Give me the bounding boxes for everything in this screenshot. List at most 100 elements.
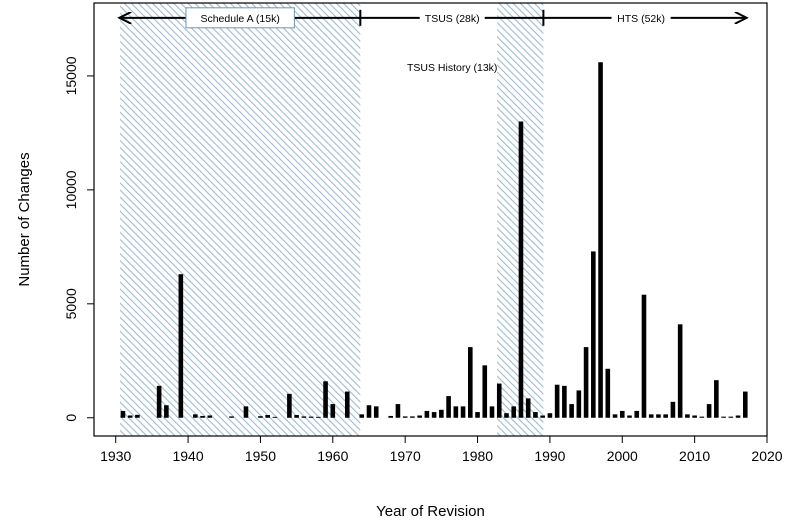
bar-2006 xyxy=(663,414,668,418)
bar-2011 xyxy=(699,416,705,418)
bar-1985 xyxy=(511,406,517,418)
bar-2005 xyxy=(656,414,661,418)
bar-1939 xyxy=(178,274,184,418)
bar-1983 xyxy=(496,383,502,418)
bar-1982 xyxy=(489,406,495,418)
x-tick-label-1990: 1990 xyxy=(534,448,565,464)
bar-2017 xyxy=(742,391,748,418)
x-tick-label-1970: 1970 xyxy=(390,448,421,464)
bar-1995 xyxy=(583,347,589,418)
bar-1936 xyxy=(156,385,162,418)
bar-2016 xyxy=(735,415,741,418)
bar-1987 xyxy=(525,398,531,418)
bar-1943 xyxy=(207,415,213,418)
x-tick-label-1930: 1930 xyxy=(100,448,131,464)
bar-1956 xyxy=(301,416,307,418)
bar-1997 xyxy=(598,62,603,418)
period-label-3: TSUS History (13k) xyxy=(407,62,497,74)
bar-2014 xyxy=(721,416,726,418)
bar-1958 xyxy=(316,416,321,418)
bar-1962 xyxy=(344,391,350,418)
bar-2012 xyxy=(706,404,712,418)
bar-1952 xyxy=(272,416,278,418)
bar-1965 xyxy=(366,405,372,418)
bar-1996 xyxy=(591,251,596,418)
x-axis-title: Year of Revision xyxy=(376,503,485,520)
shaded-region-1 xyxy=(120,3,361,436)
y-tick-label-5000: 5000 xyxy=(63,288,79,319)
x-tick-label-2020: 2020 xyxy=(751,448,782,464)
bar-1988 xyxy=(533,412,538,418)
bar-1975 xyxy=(439,409,444,418)
bar-1942 xyxy=(200,415,205,418)
period-label-2: TSUS (28k) xyxy=(425,13,480,25)
bar-1931 xyxy=(120,410,126,418)
period-label-4: HTS (52k) xyxy=(617,13,665,25)
bar-2009 xyxy=(685,414,690,418)
x-tick-label-2000: 2000 xyxy=(607,448,638,464)
bar-2001 xyxy=(627,415,632,418)
bar-1951 xyxy=(265,415,270,418)
bar-1989 xyxy=(540,415,545,418)
period-label-bg-2 xyxy=(419,9,485,26)
x-tick-label-2010: 2010 xyxy=(679,448,710,464)
bar-2003 xyxy=(641,294,647,418)
x-tick-label-1960: 1960 xyxy=(317,448,348,464)
bar-1994 xyxy=(576,390,582,418)
bar-1941 xyxy=(193,414,198,418)
x-tick-label-1980: 1980 xyxy=(462,448,493,464)
bar-1999 xyxy=(612,414,618,418)
bar-1960 xyxy=(330,404,336,418)
bar-1954 xyxy=(287,393,292,418)
x-tick-label-1940: 1940 xyxy=(172,448,203,464)
bar-1991 xyxy=(554,384,560,418)
period-label-bg-4 xyxy=(611,9,671,26)
bar-1977 xyxy=(453,406,459,418)
bar-1974 xyxy=(431,412,437,418)
bar-1933 xyxy=(135,414,140,418)
bar-1984 xyxy=(504,413,509,418)
bar-1948 xyxy=(243,406,249,418)
bar-1937 xyxy=(164,405,169,418)
bar-1986 xyxy=(518,121,524,418)
y-tick-label-15000: 15000 xyxy=(63,56,79,95)
bar-1979 xyxy=(468,347,473,418)
bar-2007 xyxy=(670,401,676,418)
bar-1970 xyxy=(402,416,408,418)
bar-1993 xyxy=(569,404,574,418)
bar-2013 xyxy=(714,380,719,418)
bar-1932 xyxy=(127,415,133,418)
period-label-1: Schedule A (15k) xyxy=(200,13,279,25)
bar-1973 xyxy=(424,410,430,418)
plot-frame xyxy=(93,2,768,437)
y-tick-label-10000: 10000 xyxy=(63,170,79,209)
bar-2008 xyxy=(677,324,683,418)
bar-1968 xyxy=(388,415,393,418)
bar-2002 xyxy=(634,410,640,418)
bar-2004 xyxy=(648,414,654,418)
bar-1981 xyxy=(482,365,488,418)
bar-2010 xyxy=(692,415,697,418)
bar-1957 xyxy=(308,416,314,418)
y-tick-label-0: 0 xyxy=(63,414,79,422)
bar-1976 xyxy=(446,396,451,418)
bar-1966 xyxy=(373,406,379,418)
bar-1946 xyxy=(229,416,234,418)
bar-1972 xyxy=(417,415,422,418)
bar-1969 xyxy=(395,404,401,418)
bar-1978 xyxy=(460,406,466,418)
period-label-box-1 xyxy=(185,7,295,29)
bar-2015 xyxy=(728,416,734,418)
bar-1998 xyxy=(605,368,611,418)
bar-1955 xyxy=(294,415,299,418)
y-axis-title: Number of Changes xyxy=(16,152,33,286)
bar-1990 xyxy=(547,413,553,418)
bar-1980 xyxy=(475,412,480,418)
bar-1964 xyxy=(359,414,365,418)
bar-2000 xyxy=(619,410,625,418)
bar-1992 xyxy=(562,385,567,418)
bar-1971 xyxy=(410,416,415,418)
x-tick-label-1950: 1950 xyxy=(245,448,276,464)
